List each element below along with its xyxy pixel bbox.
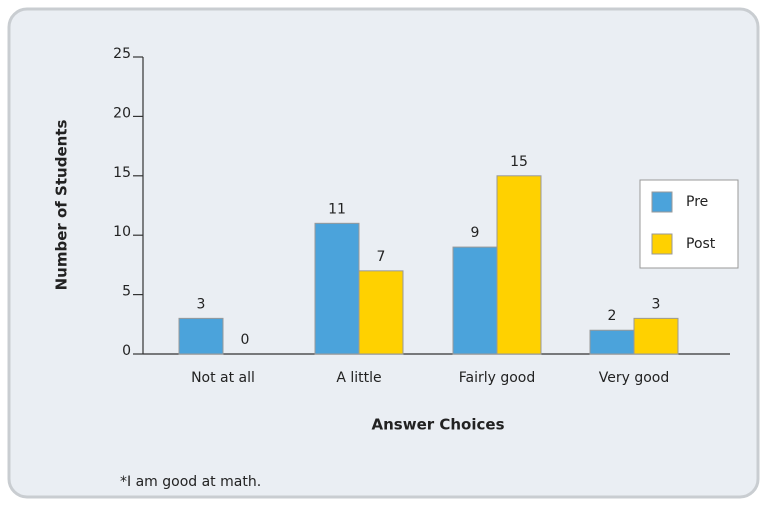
data-label: 7 bbox=[377, 249, 386, 265]
bar bbox=[452, 246, 498, 355]
x-tick-label: Not at all bbox=[191, 370, 255, 386]
y-tick-label: 20 bbox=[113, 105, 131, 121]
x-axis-label: Answer Choices bbox=[372, 416, 505, 434]
panel bbox=[7, 7, 760, 499]
bar bbox=[496, 175, 542, 355]
bar bbox=[314, 222, 360, 355]
data-label: 3 bbox=[652, 296, 661, 312]
legend-label: Pre bbox=[686, 194, 708, 210]
bar bbox=[633, 317, 679, 355]
data-label: 0 bbox=[241, 332, 250, 348]
legend-swatch bbox=[651, 191, 673, 213]
bar bbox=[178, 317, 224, 355]
data-label: 9 bbox=[471, 225, 480, 241]
y-tick-label: 15 bbox=[113, 165, 131, 181]
note: *I am good at math. bbox=[120, 474, 261, 490]
x-tick-label: Fairly good bbox=[459, 370, 536, 386]
y-tick-label: 25 bbox=[113, 46, 131, 62]
data-label: 15 bbox=[510, 154, 528, 170]
y-tick-label: 0 bbox=[122, 343, 131, 359]
bar bbox=[589, 329, 635, 355]
data-label: 2 bbox=[608, 308, 617, 324]
data-label: 3 bbox=[197, 296, 206, 312]
legend-swatch bbox=[651, 233, 673, 255]
bar bbox=[358, 270, 404, 355]
data-label: 11 bbox=[328, 201, 346, 217]
y-axis-label: Number of Students bbox=[53, 120, 71, 291]
x-tick-label: A little bbox=[336, 370, 381, 386]
y-tick-label: 5 bbox=[122, 284, 131, 300]
legend-label: Post bbox=[686, 236, 716, 252]
x-tick-label: Very good bbox=[599, 370, 670, 386]
y-tick-label: 10 bbox=[113, 224, 131, 240]
